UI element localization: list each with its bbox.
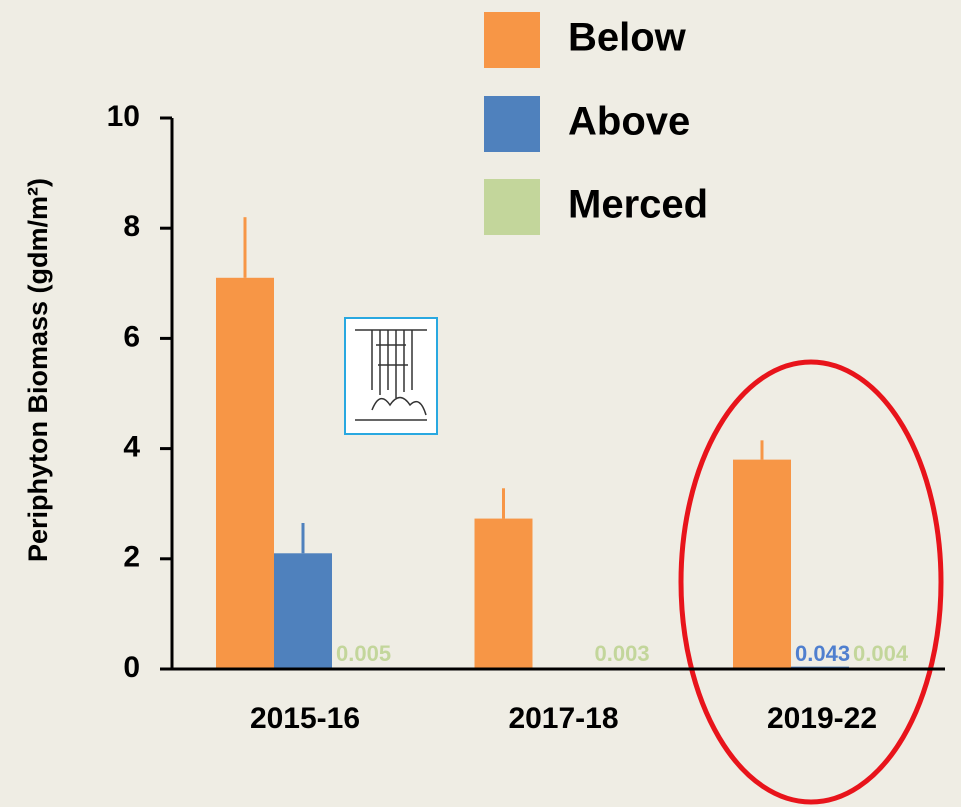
y-tick-label: 4 bbox=[123, 431, 140, 464]
y-tick-label: 6 bbox=[123, 320, 140, 353]
bar bbox=[216, 277, 274, 669]
y-tick-label: 8 bbox=[123, 210, 140, 243]
x-tick-label: 2017-18 bbox=[508, 702, 618, 735]
legend-label: Above bbox=[568, 100, 690, 144]
bar bbox=[733, 459, 791, 669]
legend-label: Below bbox=[568, 16, 687, 60]
legend-swatch bbox=[484, 179, 540, 235]
x-tick-label: 2015-16 bbox=[250, 702, 360, 735]
value-label: 0.043 bbox=[795, 641, 850, 666]
bar bbox=[474, 518, 533, 669]
y-tick-label: 10 bbox=[107, 100, 140, 133]
y-tick-label: 2 bbox=[123, 541, 140, 574]
value-label: 0.004 bbox=[853, 641, 909, 666]
value-label: 0.003 bbox=[595, 641, 650, 666]
legend-label: Merced bbox=[568, 183, 708, 227]
dam-icon bbox=[344, 317, 438, 435]
y-axis-label: Periphyton Biomass (gdm/m²) bbox=[23, 178, 53, 562]
value-label: 0.005 bbox=[336, 641, 391, 666]
legend-swatch bbox=[484, 96, 540, 152]
highlight-ellipse bbox=[678, 359, 944, 805]
y-tick-label: 0 bbox=[123, 651, 140, 684]
x-tick-label: 2019-22 bbox=[767, 702, 877, 735]
legend-swatch bbox=[484, 12, 540, 68]
bar bbox=[274, 553, 332, 669]
